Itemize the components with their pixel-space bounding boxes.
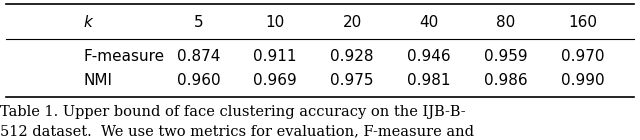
Text: 0.986: 0.986 [484, 73, 527, 88]
Text: 0.911: 0.911 [253, 49, 297, 64]
Text: 160: 160 [568, 15, 597, 30]
Text: 0.975: 0.975 [330, 73, 374, 88]
Text: 20: 20 [342, 15, 362, 30]
Text: F-measure: F-measure [83, 49, 164, 64]
Text: Table 1. Upper bound of face clustering accuracy on the IJB-B-: Table 1. Upper bound of face clustering … [0, 105, 466, 119]
Text: 0.981: 0.981 [407, 73, 451, 88]
Text: $k$: $k$ [83, 14, 95, 30]
Text: 10: 10 [266, 15, 285, 30]
Text: 0.970: 0.970 [561, 49, 604, 64]
Text: 0.990: 0.990 [561, 73, 604, 88]
Text: 0.928: 0.928 [330, 49, 374, 64]
Text: 5: 5 [193, 15, 204, 30]
Text: 80: 80 [496, 15, 515, 30]
Text: 0.960: 0.960 [177, 73, 220, 88]
Text: 0.874: 0.874 [177, 49, 220, 64]
Text: 0.946: 0.946 [407, 49, 451, 64]
Text: 40: 40 [419, 15, 438, 30]
Text: NMI: NMI [83, 73, 112, 88]
Text: 0.969: 0.969 [253, 73, 297, 88]
Text: 512 dataset.  We use two metrics for evaluation, F-measure and: 512 dataset. We use two metrics for eval… [0, 124, 474, 138]
Text: 0.959: 0.959 [484, 49, 527, 64]
